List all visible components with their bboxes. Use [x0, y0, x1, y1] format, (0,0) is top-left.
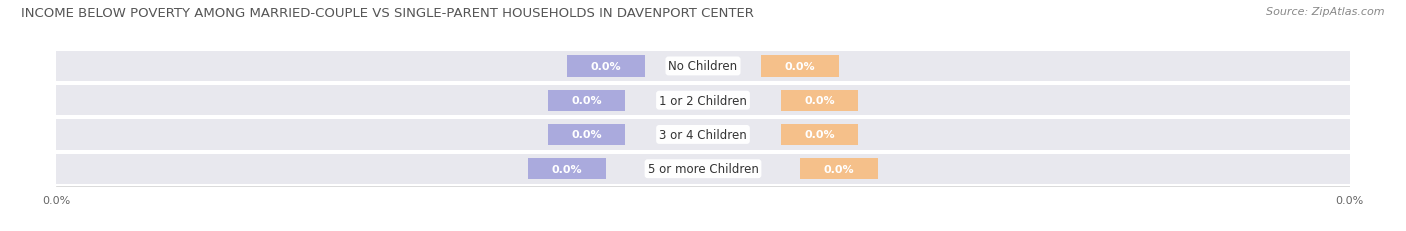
Text: 1 or 2 Children: 1 or 2 Children	[659, 94, 747, 107]
Text: No Children: No Children	[668, 60, 738, 73]
Text: 0.0%: 0.0%	[785, 62, 815, 72]
Bar	[780, 124, 858, 146]
Legend: Married Couples, Single Parents: Married Couples, Single Parents	[575, 227, 831, 231]
Bar	[548, 90, 626, 111]
Text: 3 or 4 Children: 3 or 4 Children	[659, 128, 747, 141]
Bar	[567, 56, 645, 77]
Bar	[56, 120, 1350, 150]
Bar	[56, 86, 1350, 116]
Bar	[800, 158, 877, 179]
Text: 0.0%: 0.0%	[571, 130, 602, 140]
Text: 0.0%: 0.0%	[804, 130, 835, 140]
Text: 0.0%: 0.0%	[553, 164, 582, 174]
Text: 0.0%: 0.0%	[571, 96, 602, 106]
Text: 5 or more Children: 5 or more Children	[648, 162, 758, 175]
Bar	[56, 154, 1350, 184]
Text: 0.0%: 0.0%	[804, 96, 835, 106]
Bar	[548, 124, 626, 146]
Bar	[56, 52, 1350, 82]
Bar	[780, 90, 858, 111]
Text: 0.0%: 0.0%	[824, 164, 853, 174]
Text: 0.0%: 0.0%	[591, 62, 621, 72]
Text: INCOME BELOW POVERTY AMONG MARRIED-COUPLE VS SINGLE-PARENT HOUSEHOLDS IN DAVENPO: INCOME BELOW POVERTY AMONG MARRIED-COUPL…	[21, 7, 754, 20]
Text: Source: ZipAtlas.com: Source: ZipAtlas.com	[1267, 7, 1385, 17]
Bar	[529, 158, 606, 179]
Bar	[761, 56, 839, 77]
